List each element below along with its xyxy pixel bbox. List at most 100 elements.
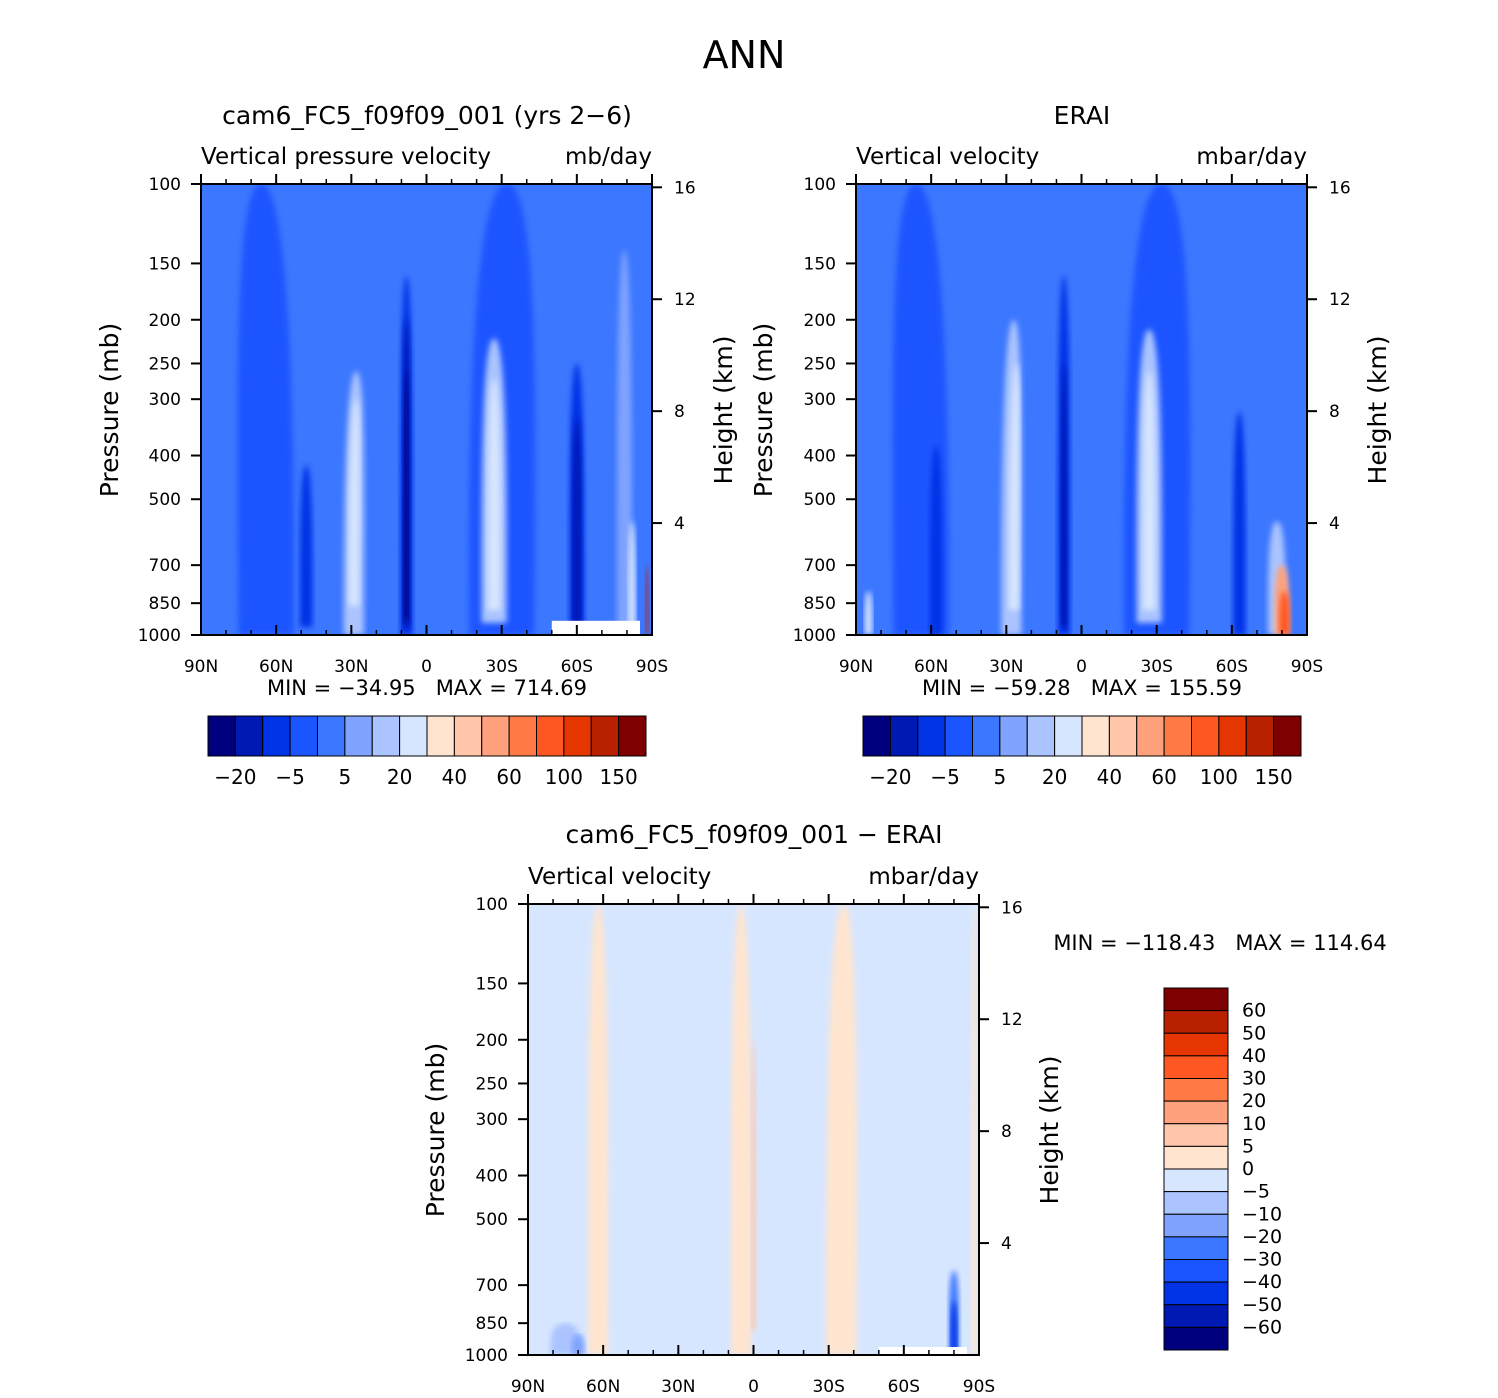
panel-subtitle-right: mb/day [565,144,652,170]
x-tick-label: 30S [485,657,517,677]
colorbar-box [1163,715,1192,757]
colorbar-box [1163,1032,1229,1057]
colorbar-box [1136,715,1165,757]
y-axis-label-right: Height (km) [1035,1056,1064,1205]
panel-subtitle-left: Vertical pressure velocity [201,144,491,170]
contour-region [1060,363,1068,628]
x-tick-label: 30N [661,1377,695,1397]
contour-region [730,904,752,1355]
panel-difference: cam6_FC5_f09f09_001 − ERAI Vertical velo… [421,820,1387,1397]
colorbar-box [1081,715,1110,757]
colorbar-box [1163,1145,1229,1170]
y-tick-label-right: 8 [674,402,685,422]
colorbar-label: 5 [339,765,352,789]
colorbar-label: 20 [1242,1090,1266,1112]
y-tick-label-right: 12 [1329,290,1351,310]
colorbar-box [1218,715,1247,757]
colorbar-box [999,715,1028,757]
x-tick-label: 90S [636,657,668,677]
colorbar-box [972,715,1001,757]
colorbar-label: −10 [1242,1203,1282,1225]
heatmap-field [856,184,1307,635]
colorbar-box [453,715,483,757]
y-tick-label: 400 [149,447,181,467]
colorbar-box [1026,715,1056,757]
contour-region [572,417,582,630]
contour-region [1279,591,1290,635]
x-tick-label: 60N [914,657,948,677]
x-tick-label: 0 [748,1377,759,1397]
x-tick-label: 30N [334,657,368,677]
x-tick-label: 60S [561,657,593,677]
colorbar-label: −20 [214,765,256,789]
contour-region [628,521,636,635]
contour-region [864,591,873,635]
min-max-stats: MIN = −34.95 MAX = 714.69 [267,676,587,700]
contour-region [971,904,977,1355]
colorbar-box [1163,1304,1229,1328]
colorbar-box [1054,715,1083,757]
colorbar-label: −40 [1242,1271,1282,1293]
x-tick-label: 30N [989,657,1023,677]
y-tick-label: 500 [476,1210,508,1230]
min-max-stats: MIN = −118.43 MAX = 114.64 [1053,931,1386,955]
y-tick-label: 500 [149,490,181,510]
colorbar-label: 60 [1151,765,1176,789]
colorbar-label: 100 [1200,765,1238,789]
heatmap-field [201,184,652,635]
colorbar: −20 −5 5 20 40 60 100 150 [207,715,647,789]
y-tick-label: 250 [804,354,836,374]
colorbar-box [618,715,647,757]
colorbar-box [1163,1213,1229,1238]
y-axis-label: Pressure (mb) [421,1043,450,1217]
colorbar-box [1163,1326,1229,1351]
axis-ticks: 90N 60N 30N 0 30S 60S 90S 100 150 200 250 300 400 500… [138,174,696,677]
y-tick-label: 150 [149,254,181,274]
colorbar-box [1273,715,1302,757]
panel-subtitle-right: mbar/day [1196,144,1307,170]
colorbar-box [1245,715,1275,757]
y-tick-label-right: 4 [674,514,685,534]
colorbar-box [344,715,373,757]
y-tick-label: 300 [804,390,836,410]
contour-region [299,465,313,628]
colorbar-label: −20 [869,765,911,789]
colorbar-box [862,715,891,757]
contour-region [571,1334,585,1355]
colorbar-label: 150 [1255,765,1293,789]
panel-model: cam6_FC5_f09f09_001 (yrs 2−6) Vertical p… [95,101,738,789]
y-tick-label: 100 [804,175,836,195]
colorbar-box [508,715,537,757]
colorbar-box [1163,1010,1229,1034]
colorbar-box [481,715,510,757]
y-axis-label: Pressure (mb) [95,323,124,497]
x-tick-label: 60S [888,1377,920,1397]
panel-erai: ERAI Vertical velocity mbar/day 90N 60N 30… [749,101,1392,789]
y-tick-label: 1000 [138,626,181,646]
min-max-stats: MIN = −59.28 MAX = 155.59 [922,676,1242,700]
contour-region [588,904,609,1355]
colorbar-box [889,715,919,757]
colorbar-label: 40 [1097,765,1122,789]
y-tick-label: 250 [149,354,181,374]
contour-region [404,371,409,619]
y-tick-label-right: 4 [1001,1234,1012,1254]
y-tick-label: 700 [804,556,836,576]
colorbar-label: 100 [545,765,583,789]
colorbar-box [262,715,291,757]
contour-region [826,904,857,1355]
panel-subtitle-left: Vertical velocity [528,864,711,890]
panel-title: cam6_FC5_f09f09_001 − ERAI [566,820,943,849]
panel-subtitle-right: mbar/day [868,864,979,890]
colorbar-box [289,715,318,757]
y-tick-label: 300 [476,1110,508,1130]
colorbar-box [944,715,973,757]
y-tick-label: 850 [804,594,836,614]
colorbar-label: 50 [1242,1022,1266,1044]
colorbar-label: 150 [600,765,638,789]
colorbar-box [371,715,401,757]
y-tick-label-right: 4 [1329,514,1340,534]
contour-region [645,565,649,635]
y-axis-label-right: Height (km) [1363,336,1392,485]
